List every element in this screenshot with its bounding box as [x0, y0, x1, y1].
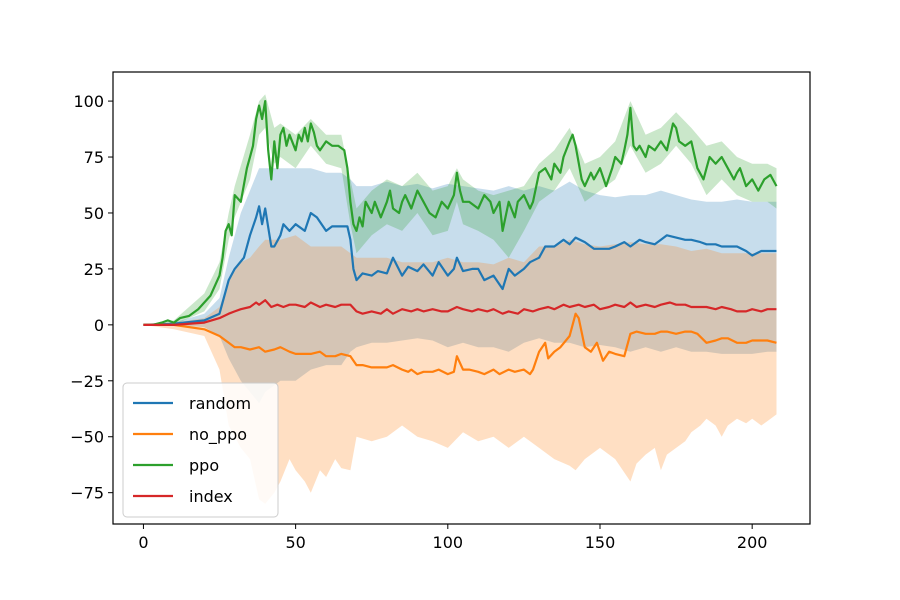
legend-label-index: index — [189, 487, 233, 506]
ppo-band — [143, 94, 777, 325]
legend-box — [122, 382, 279, 518]
random-band — [143, 168, 777, 404]
legend-label-ppo: ppo — [189, 456, 219, 475]
no_ppo-line — [143, 312, 777, 376]
ppo-line — [143, 99, 778, 326]
random-line — [143, 205, 777, 326]
x-tick-label: 0 — [138, 533, 148, 552]
x-tick-label: 150 — [585, 533, 616, 552]
x-tick-label: 200 — [737, 533, 768, 552]
legend-label-random: random — [189, 394, 251, 413]
x-tick-label: 100 — [433, 533, 464, 552]
y-tick-label: −25 — [70, 372, 104, 391]
plot-frame — [112, 71, 811, 525]
y-tick-label: 0 — [94, 316, 104, 335]
y-tick-label: 100 — [73, 92, 104, 111]
x-axis: 0 50 100 150 200 — [138, 524, 767, 552]
y-axis: −75 −50 −25 0 25 50 75 100 — [70, 92, 113, 503]
y-tick-label: −50 — [70, 428, 104, 447]
series-lines — [143, 99, 778, 376]
legend-label-no_ppo: no_ppo — [189, 425, 247, 445]
no_ppo-band — [143, 235, 777, 504]
y-tick-label: 75 — [84, 148, 104, 167]
index-line — [143, 299, 777, 326]
y-tick-label: −75 — [70, 484, 104, 503]
y-tick-label: 50 — [84, 204, 104, 223]
y-tick-label: 25 — [84, 260, 104, 279]
confidence-bands — [143, 94, 777, 504]
x-tick-label: 50 — [285, 533, 305, 552]
